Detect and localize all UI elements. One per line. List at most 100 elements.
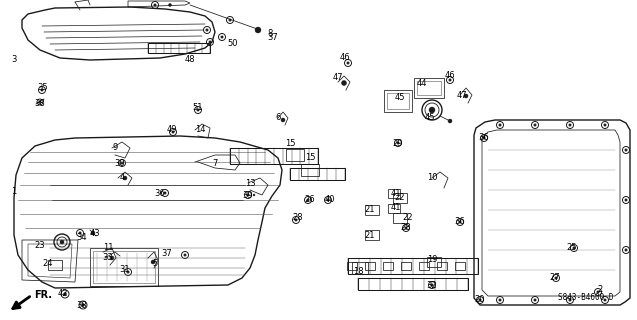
Text: 35: 35 xyxy=(38,84,48,92)
Text: 9: 9 xyxy=(112,143,118,153)
Bar xyxy=(352,262,368,274)
Circle shape xyxy=(281,118,285,122)
Circle shape xyxy=(431,284,433,286)
Text: 28: 28 xyxy=(292,213,303,222)
Text: 22: 22 xyxy=(403,213,413,222)
Text: 47: 47 xyxy=(333,74,343,83)
Bar xyxy=(365,205,379,215)
Text: 36: 36 xyxy=(478,133,489,142)
Circle shape xyxy=(327,199,329,201)
Text: 23: 23 xyxy=(34,241,45,250)
Circle shape xyxy=(483,137,485,139)
Text: 4: 4 xyxy=(119,173,125,182)
Circle shape xyxy=(91,231,95,235)
Text: 36: 36 xyxy=(155,188,166,197)
Text: 39: 39 xyxy=(243,190,254,199)
Text: 26: 26 xyxy=(304,196,315,204)
Bar xyxy=(384,90,412,112)
Circle shape xyxy=(184,254,186,256)
Text: 15: 15 xyxy=(285,139,296,148)
Text: 19: 19 xyxy=(427,255,437,265)
Bar xyxy=(383,262,393,270)
Circle shape xyxy=(534,124,536,126)
Text: 15: 15 xyxy=(304,154,315,163)
Circle shape xyxy=(341,81,347,85)
Circle shape xyxy=(499,124,501,126)
Bar xyxy=(437,262,447,270)
Bar xyxy=(301,164,319,176)
Circle shape xyxy=(209,41,211,43)
Bar xyxy=(286,149,304,161)
Circle shape xyxy=(221,36,223,38)
Circle shape xyxy=(197,109,199,111)
Text: 48: 48 xyxy=(185,55,196,65)
Circle shape xyxy=(253,194,255,196)
Bar xyxy=(347,262,357,270)
Text: 44: 44 xyxy=(417,78,427,87)
Text: 33: 33 xyxy=(103,253,113,262)
Bar xyxy=(414,78,444,98)
Text: 36: 36 xyxy=(455,218,466,227)
Bar xyxy=(48,260,62,270)
Circle shape xyxy=(449,79,451,81)
Bar xyxy=(427,257,441,267)
Circle shape xyxy=(597,291,599,293)
Text: 25: 25 xyxy=(567,244,577,252)
Circle shape xyxy=(573,247,575,249)
Circle shape xyxy=(347,62,349,64)
Circle shape xyxy=(397,142,399,144)
Circle shape xyxy=(255,27,261,33)
Circle shape xyxy=(404,227,407,229)
Text: 20: 20 xyxy=(475,295,485,305)
Text: 5: 5 xyxy=(152,259,157,268)
Bar xyxy=(455,262,465,270)
Text: 28: 28 xyxy=(401,223,412,233)
Bar xyxy=(230,148,318,164)
Text: 37: 37 xyxy=(268,34,278,43)
Text: 46: 46 xyxy=(445,70,455,79)
Circle shape xyxy=(295,219,297,221)
Text: 10: 10 xyxy=(427,173,437,182)
Text: 30: 30 xyxy=(115,158,125,167)
Bar xyxy=(388,188,400,197)
Circle shape xyxy=(39,101,41,103)
Circle shape xyxy=(569,124,571,126)
Text: 34: 34 xyxy=(76,234,87,243)
Circle shape xyxy=(534,299,536,301)
Text: 1: 1 xyxy=(11,188,17,196)
Bar xyxy=(419,262,429,270)
Circle shape xyxy=(499,299,501,301)
Circle shape xyxy=(151,260,155,264)
Circle shape xyxy=(625,149,627,151)
Text: 6: 6 xyxy=(275,114,281,123)
Circle shape xyxy=(247,194,249,196)
Text: 11: 11 xyxy=(103,244,113,252)
Text: 43: 43 xyxy=(90,228,100,237)
Circle shape xyxy=(154,4,156,6)
Text: 7: 7 xyxy=(212,158,218,167)
Bar xyxy=(365,262,375,270)
Text: 31: 31 xyxy=(120,266,131,275)
Text: 50: 50 xyxy=(228,38,238,47)
Text: 38: 38 xyxy=(34,99,45,108)
Bar xyxy=(393,213,407,223)
Bar xyxy=(393,193,407,203)
Text: 40: 40 xyxy=(325,196,335,204)
Circle shape xyxy=(555,277,557,279)
Text: 38: 38 xyxy=(76,300,87,309)
Bar xyxy=(365,230,379,240)
Bar xyxy=(348,258,478,274)
Circle shape xyxy=(229,19,231,21)
Circle shape xyxy=(448,119,452,123)
Text: 29: 29 xyxy=(393,139,403,148)
Text: 46: 46 xyxy=(340,53,350,62)
Circle shape xyxy=(82,303,85,307)
Text: 21: 21 xyxy=(365,230,375,239)
Text: 37: 37 xyxy=(162,249,173,258)
Text: 41: 41 xyxy=(390,204,401,212)
Text: 13: 13 xyxy=(245,179,255,188)
Text: 18: 18 xyxy=(353,268,363,276)
Text: 49: 49 xyxy=(167,125,177,134)
Text: 27: 27 xyxy=(550,274,561,283)
Circle shape xyxy=(164,192,166,194)
